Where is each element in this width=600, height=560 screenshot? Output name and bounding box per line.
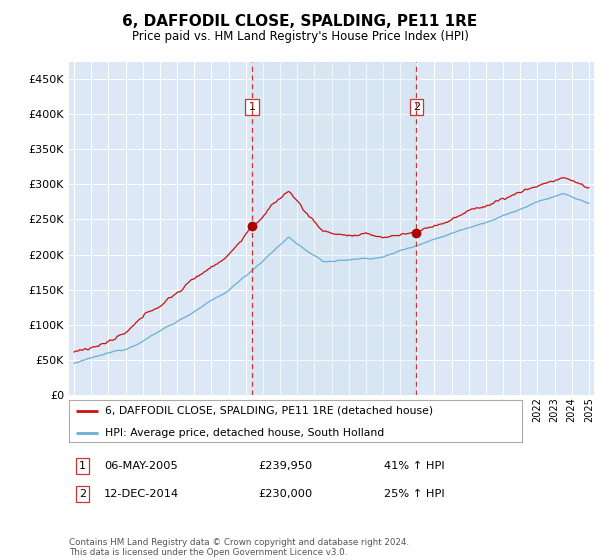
Text: 1: 1: [79, 461, 86, 471]
Text: 12-DEC-2014: 12-DEC-2014: [103, 489, 179, 499]
Text: 2: 2: [79, 489, 86, 499]
Text: Contains HM Land Registry data © Crown copyright and database right 2024.
This d: Contains HM Land Registry data © Crown c…: [69, 538, 409, 557]
Text: £230,000: £230,000: [258, 489, 312, 499]
Text: 41% ↑ HPI: 41% ↑ HPI: [383, 461, 445, 471]
Text: Price paid vs. HM Land Registry's House Price Index (HPI): Price paid vs. HM Land Registry's House …: [131, 30, 469, 43]
Text: 06-MAY-2005: 06-MAY-2005: [104, 461, 178, 471]
Text: 6, DAFFODIL CLOSE, SPALDING, PE11 1RE (detached house): 6, DAFFODIL CLOSE, SPALDING, PE11 1RE (d…: [105, 406, 433, 416]
Bar: [252, 62, 416, 395]
Text: 6, DAFFODIL CLOSE, SPALDING, PE11 1RE: 6, DAFFODIL CLOSE, SPALDING, PE11 1RE: [122, 14, 478, 29]
Text: HPI: Average price, detached house, South Holland: HPI: Average price, detached house, Sout…: [105, 428, 385, 438]
Text: 25% ↑ HPI: 25% ↑ HPI: [383, 489, 445, 499]
Text: £239,950: £239,950: [258, 461, 312, 471]
Text: 2: 2: [413, 102, 420, 112]
Text: 1: 1: [248, 102, 256, 112]
